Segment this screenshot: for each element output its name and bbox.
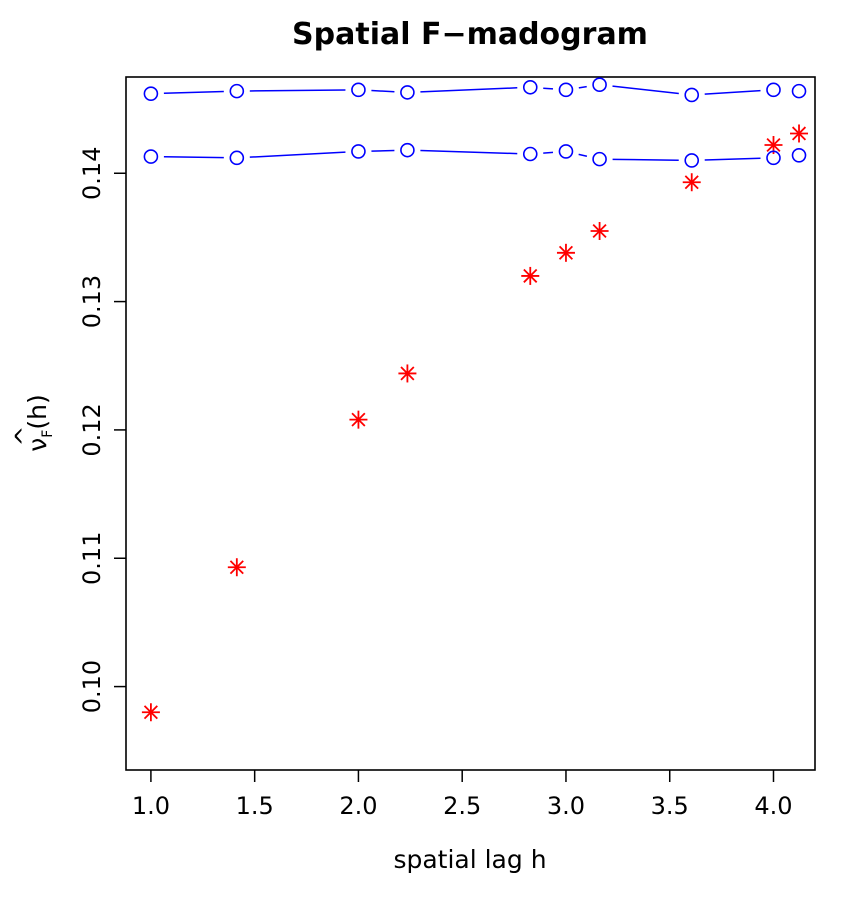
- series-1-point: [143, 86, 159, 101]
- series-2-point: [351, 144, 366, 159]
- series-2-segment: [704, 157, 761, 161]
- series-2-segment: [543, 151, 554, 154]
- series-2-point: [684, 153, 700, 168]
- series-1-point: [592, 77, 607, 92]
- series-2-point: [558, 144, 574, 159]
- series-lines: [163, 85, 761, 161]
- series-0-point: [521, 266, 540, 285]
- series-1-segment: [704, 89, 761, 95]
- series-2-segment: [612, 158, 679, 161]
- series-1-point: [791, 83, 807, 99]
- series-2-point: [522, 146, 538, 162]
- x-tick-label: 3.0: [547, 792, 585, 820]
- plot-frame: [125, 76, 816, 771]
- y-tick-label: 0.11: [78, 532, 106, 585]
- series-1-segment: [612, 85, 679, 95]
- y-axis-label-suffix: (h): [23, 394, 52, 429]
- series-2-point: [592, 151, 607, 167]
- series-2-point: [143, 149, 159, 164]
- series-1-segment: [420, 87, 518, 93]
- x-tick-label: 4.0: [754, 792, 792, 820]
- series-1-point: [522, 79, 538, 95]
- series-2-point: [791, 147, 807, 163]
- y-tick-label: 0.13: [78, 275, 106, 328]
- series-1-point: [400, 85, 415, 100]
- series-0-point: [790, 124, 809, 143]
- series-2-segment: [420, 149, 518, 155]
- series-1-point: [766, 82, 781, 98]
- x-tick-label: 1.0: [132, 792, 170, 820]
- series-1-segment: [543, 87, 554, 90]
- series-2-point: [766, 150, 781, 166]
- series-2-segment: [371, 149, 395, 152]
- series-1-point: [351, 82, 366, 98]
- series-1-point: [558, 82, 574, 98]
- series-2-segment: [249, 151, 346, 158]
- series-2-segment: [163, 156, 224, 159]
- series-0-point: [141, 703, 160, 722]
- y-tick-label: 0.10: [78, 660, 106, 713]
- series-0-point: [227, 558, 246, 577]
- series-1-segment: [578, 85, 587, 89]
- x-axis-label: spatial lag h: [393, 845, 546, 874]
- series-points: [141, 77, 809, 722]
- y-axis-label-hat: ^: [10, 426, 39, 447]
- series-0-point: [398, 364, 417, 383]
- series-1-segment: [163, 90, 224, 95]
- y-axis-label-subscript: F: [40, 430, 56, 438]
- series-2-point: [400, 142, 415, 158]
- series-0-point: [556, 243, 575, 262]
- x-tick-label: 2.0: [339, 792, 377, 820]
- series-0-point: [682, 173, 701, 192]
- series-1-segment: [249, 89, 346, 92]
- series-2-point: [229, 150, 245, 166]
- series-0-point: [349, 410, 368, 429]
- y-axis-label-symbol: ν: [23, 438, 52, 452]
- series-1-point: [229, 83, 245, 99]
- y-axis-label: νF(h): [23, 394, 56, 451]
- x-axis: 1.0 1.5 2.0 2.5 3.0 3.5 4.0: [132, 770, 793, 820]
- series-1-point: [684, 87, 700, 103]
- chart-title: Spatial F−madogram: [292, 17, 648, 52]
- y-axis: 0.10 0.11 0.12 0.13 0.14: [78, 147, 126, 713]
- y-tick-label: 0.12: [78, 403, 106, 456]
- x-tick-label: 1.5: [236, 792, 274, 820]
- x-tick-label: 2.5: [443, 792, 481, 820]
- y-tick-label: 0.14: [78, 147, 106, 200]
- series-2-segment: [578, 153, 588, 157]
- x-tick-label: 3.5: [651, 792, 689, 820]
- series-1-segment: [371, 89, 395, 93]
- series-0-point: [590, 222, 609, 240]
